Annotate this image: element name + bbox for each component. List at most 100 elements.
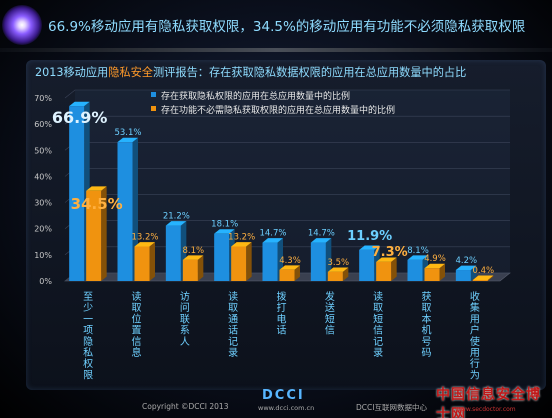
bar-top <box>262 238 283 243</box>
data-label: 8.1% <box>183 246 205 256</box>
bar-front <box>214 233 230 281</box>
data-label: 0.4% <box>473 266 495 276</box>
headline: 66.9%移动应用有隐私获取权限，34.5%的移动应用有功能不必须隐私获取权限 <box>48 19 526 35</box>
bar-front <box>424 268 440 281</box>
bar <box>424 263 445 281</box>
category-label: 至少一项隐私权限 <box>83 291 93 381</box>
bar <box>214 229 235 281</box>
bar-top <box>407 255 428 260</box>
bar-top <box>214 229 235 234</box>
category-label: 读取位置信息 <box>132 290 142 359</box>
bar-top <box>134 242 155 247</box>
chart-title-prefix: 2013移动应用 <box>35 66 109 79</box>
bar-front <box>86 190 102 281</box>
chart-title-highlight: 隐私安全 <box>108 66 153 79</box>
bar-side <box>342 267 349 281</box>
bar-top <box>424 263 445 269</box>
gridline <box>64 89 510 99</box>
bar <box>182 255 204 281</box>
y-tick-label: 40% <box>34 172 52 181</box>
category-label: 发送短信 <box>325 290 335 337</box>
bar-front <box>262 242 278 281</box>
y-tick-label: 30% <box>34 199 52 208</box>
copyright-text: Copyright ©DCCI 2013 <box>142 402 229 411</box>
bar <box>472 275 494 281</box>
data-label: 13.2% <box>131 232 158 242</box>
data-label: 18.1% <box>211 220 238 230</box>
data-label: 13.2% <box>228 232 255 242</box>
bar-side <box>246 242 252 281</box>
dcci-center-text: DCCI互联网数据中心 <box>356 403 427 412</box>
data-label: 11.9% <box>347 229 392 244</box>
divider <box>0 48 552 52</box>
bar-side <box>391 257 397 281</box>
bar-top <box>310 238 332 243</box>
y-tick-label: 0% <box>39 277 52 286</box>
bar-front <box>310 242 326 281</box>
bar-front <box>376 261 392 281</box>
bar-front <box>407 259 423 281</box>
bar <box>327 267 349 281</box>
bar-top <box>86 186 107 191</box>
bar <box>231 242 252 281</box>
bar <box>134 242 155 281</box>
data-label: 7.3% <box>372 245 408 260</box>
bar-top <box>327 267 349 272</box>
bar-front <box>69 106 85 282</box>
site-url: www.dcci.com.cn <box>258 404 315 412</box>
bar-top <box>472 275 494 280</box>
dcci-logo: DCCI <box>262 388 305 403</box>
category-label: 访问联系人 <box>180 291 190 348</box>
bar-front <box>279 269 295 281</box>
data-label: 21.2% <box>163 212 190 222</box>
bar <box>376 257 397 281</box>
y-tick-label: 70% <box>34 94 52 103</box>
data-label: 4.3% <box>279 256 301 266</box>
bar-side <box>294 265 300 281</box>
y-tick-label: 10% <box>34 251 52 260</box>
bar-top <box>376 257 397 262</box>
legend-swatch <box>151 92 156 97</box>
data-label: 4.2% <box>456 256 478 266</box>
bar-side <box>197 255 204 281</box>
y-tick-label: 50% <box>34 146 52 155</box>
legend-label: 存在功能不必需隐私获取权限的应用在总应用数量中的比例 <box>161 104 395 116</box>
data-label: 3.5% <box>328 258 350 268</box>
category-label: 收集用户使用行为 <box>470 290 480 381</box>
bar-front <box>231 246 247 281</box>
chart-panel <box>26 60 546 390</box>
category-label: 获取本机号码 <box>422 291 432 359</box>
watermark-url: www.secdoctor.com <box>456 406 516 413</box>
bar <box>455 265 477 281</box>
bar-side <box>487 275 494 281</box>
category-label: 拨打电话 <box>277 290 287 337</box>
bar-front <box>327 271 343 281</box>
data-label: 66.9% <box>52 108 108 127</box>
bar-top <box>455 265 477 271</box>
watermark: 中国信息安全博士网 <box>436 387 541 418</box>
category-label: 读取短信记录 <box>373 290 383 359</box>
bar-side <box>470 265 477 281</box>
bar-front <box>472 279 488 281</box>
bar-top <box>182 255 204 260</box>
data-label: 14.7% <box>259 229 286 239</box>
bar <box>86 186 107 281</box>
bar <box>279 265 300 281</box>
y-tick-label: 60% <box>34 120 52 129</box>
chart-title-suffix: 测评报告：存在获取隐私数据权限的应用在总应用数量中的占比 <box>153 66 467 79</box>
bar-front <box>117 142 133 281</box>
bar-front <box>165 225 181 281</box>
bar-top <box>231 242 252 247</box>
bar-front <box>134 246 150 281</box>
bar-front <box>455 270 471 281</box>
legend-label: 存在获取隐私权限的应用在总应用数量中的比例 <box>161 90 350 102</box>
category-label: 读取通话记录 <box>228 290 238 359</box>
bar <box>165 221 187 281</box>
y-tick-label: 20% <box>34 225 52 234</box>
bar-top <box>117 137 138 143</box>
data-label: 34.5% <box>71 195 123 213</box>
bar-top <box>69 101 90 107</box>
bar-top <box>165 221 187 226</box>
